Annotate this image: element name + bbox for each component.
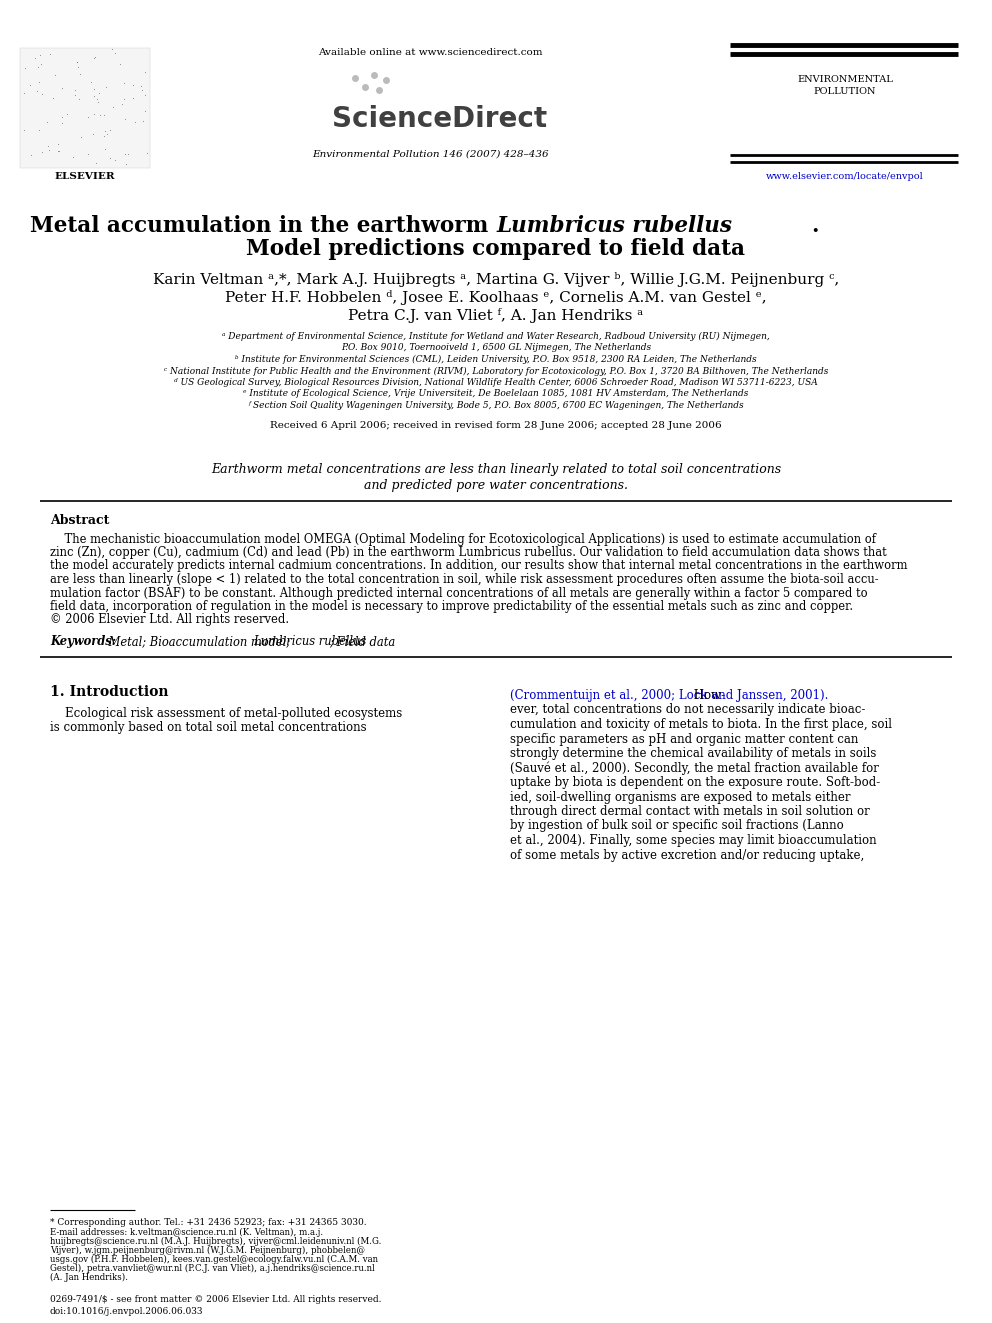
Text: P.O. Box 9010, Toernooiveld 1, 6500 GL Nijmegen, The Netherlands: P.O. Box 9010, Toernooiveld 1, 6500 GL N… [341, 344, 651, 352]
Text: © 2006 Elsevier Ltd. All rights reserved.: © 2006 Elsevier Ltd. All rights reserved… [50, 614, 289, 627]
Text: (Sauvé et al., 2000). Secondly, the metal fraction available for: (Sauvé et al., 2000). Secondly, the meta… [510, 762, 879, 775]
Text: Model predictions compared to field data: Model predictions compared to field data [246, 238, 746, 261]
Text: Gestel), petra.vanvliet@wur.nl (P.C.J. van Vliet), a.j.hendriks@science.ru.nl: Gestel), petra.vanvliet@wur.nl (P.C.J. v… [50, 1263, 375, 1273]
Text: doi:10.1016/j.envpol.2006.06.033: doi:10.1016/j.envpol.2006.06.033 [50, 1307, 203, 1316]
Text: the model accurately predicts internal cadmium concentrations. In addition, our : the model accurately predicts internal c… [50, 560, 908, 573]
Text: E-mail addresses: k.veltman@science.ru.nl (K. Veltman), m.a.j.: E-mail addresses: k.veltman@science.ru.n… [50, 1228, 323, 1237]
Text: Lumbricus rubellus: Lumbricus rubellus [497, 216, 733, 237]
Text: 1. Introduction: 1. Introduction [50, 685, 169, 699]
Text: and predicted pore water concentrations.: and predicted pore water concentrations. [364, 479, 628, 492]
Text: Ecological risk assessment of metal-polluted ecosystems: Ecological risk assessment of metal-poll… [50, 706, 402, 720]
Text: et al., 2004). Finally, some species may limit bioaccumulation: et al., 2004). Finally, some species may… [510, 833, 877, 847]
Text: field data, incorporation of regulation in the model is necessary to improve pre: field data, incorporation of regulation … [50, 601, 853, 613]
Text: ᵃ Department of Environmental Science, Institute for Wetland and Water Research,: ᵃ Department of Environmental Science, I… [222, 332, 770, 341]
Text: Metal accumulation in the earthworm: Metal accumulation in the earthworm [30, 216, 496, 237]
Text: specific parameters as pH and organic matter content can: specific parameters as pH and organic ma… [510, 733, 858, 745]
Text: of some metals by active excretion and/or reducing uptake,: of some metals by active excretion and/o… [510, 848, 864, 861]
Text: Petra C.J. van Vliet ᶠ, A. Jan Hendriks ᵃ: Petra C.J. van Vliet ᶠ, A. Jan Hendriks … [348, 308, 644, 323]
Text: zinc (Zn), copper (Cu), cadmium (Cd) and lead (Pb) in the earthworm Lumbricus ru: zinc (Zn), copper (Cu), cadmium (Cd) and… [50, 546, 887, 560]
Text: Earthworm metal concentrations are less than linearly related to total soil conc: Earthworm metal concentrations are less … [211, 463, 781, 475]
Text: Karin Veltman ᵃ,*, Mark A.J. Huijbregts ᵃ, Martina G. Vijver ᵇ, Willie J.G.M. Pe: Karin Veltman ᵃ,*, Mark A.J. Huijbregts … [153, 273, 839, 287]
Text: * Corresponding author. Tel.: +31 2436 52923; fax: +31 24365 3030.: * Corresponding author. Tel.: +31 2436 5… [50, 1218, 367, 1226]
Text: Peter H.F. Hobbelen ᵈ, Josee E. Koolhaas ᵉ, Cornelis A.M. van Gestel ᵉ,: Peter H.F. Hobbelen ᵈ, Josee E. Koolhaas… [225, 290, 767, 306]
Text: (A. Jan Hendriks).: (A. Jan Hendriks). [50, 1273, 128, 1282]
Text: huijbregts@science.ru.nl (M.A.J. Huijbregts), vijver@cml.leidenuniv.nl (M.G.: huijbregts@science.ru.nl (M.A.J. Huijbre… [50, 1237, 381, 1246]
Text: usgs.gov (P.H.F. Hobbelen), kees.van.gestel@ecology.falw.vu.nl (C.A.M. van: usgs.gov (P.H.F. Hobbelen), kees.van.ges… [50, 1256, 378, 1263]
Text: ᵈ US Geological Survey, Biological Resources Division, National Wildlife Health : ᵈ US Geological Survey, Biological Resou… [175, 378, 817, 388]
Text: (Crommentuijn et al., 2000; Lock and Janssen, 2001).: (Crommentuijn et al., 2000; Lock and Jan… [510, 689, 828, 703]
Text: ᵉ Institute of Ecological Science, Vrije Universiteit, De Boelelaan 1085, 1081 H: ᵉ Institute of Ecological Science, Vrije… [243, 389, 749, 398]
Text: ᵇ Institute for Environmental Sciences (CML), Leiden University, P.O. Box 9518, : ᵇ Institute for Environmental Sciences (… [235, 355, 757, 364]
Text: 0269-7491/$ - see front matter © 2006 Elsevier Ltd. All rights reserved.: 0269-7491/$ - see front matter © 2006 El… [50, 1295, 382, 1304]
Text: ever, total concentrations do not necessarily indicate bioac-: ever, total concentrations do not necess… [510, 704, 865, 717]
Text: uptake by biota is dependent on the exposure route. Soft-bod-: uptake by biota is dependent on the expo… [510, 777, 880, 789]
Text: The mechanistic bioaccumulation model OMEGA (Optimal Modeling for Ecotoxicologic: The mechanistic bioaccumulation model OM… [50, 532, 876, 545]
Text: by ingestion of bulk soil or specific soil fractions (Lanno: by ingestion of bulk soil or specific so… [510, 819, 844, 832]
Text: www.elsevier.com/locate/envpol: www.elsevier.com/locate/envpol [766, 172, 924, 181]
Text: ScienceDirect: ScienceDirect [332, 105, 548, 134]
Text: ENVIRONMENTAL
POLLUTION: ENVIRONMENTAL POLLUTION [797, 75, 893, 97]
Text: through direct dermal contact with metals in soil solution or: through direct dermal contact with metal… [510, 804, 870, 818]
Text: ELSEVIER: ELSEVIER [55, 172, 115, 181]
Text: Keywords:: Keywords: [50, 635, 116, 648]
Text: .: . [811, 216, 818, 237]
Bar [20, 48, 150, 168]
Text: ᶜ National Institute for Public Health and the Environment (RIVM), Laboratory fo: ᶜ National Institute for Public Health a… [164, 366, 828, 376]
Text: Environmental Pollution 146 (2007) 428–436: Environmental Pollution 146 (2007) 428–4… [311, 149, 549, 159]
Text: is commonly based on total soil metal concentrations: is commonly based on total soil metal co… [50, 721, 367, 734]
Text: Available online at www.sciencedirect.com: Available online at www.sciencedirect.co… [317, 48, 543, 57]
Text: ᶠ Section Soil Quality Wageningen University, Bode 5, P.O. Box 8005, 6700 EC Wag: ᶠ Section Soil Quality Wageningen Univer… [248, 401, 744, 410]
Text: Vijver), w.jgm.peijnenburg@rivm.nl (W.J.G.M. Peijnenburg), phobbelen@: Vijver), w.jgm.peijnenburg@rivm.nl (W.J.… [50, 1246, 365, 1256]
Text: Metal; Bioaccumulation model;: Metal; Bioaccumulation model; [105, 635, 294, 648]
Text: are less than linearly (slope < 1) related to the total concentration in soil, w: are less than linearly (slope < 1) relat… [50, 573, 879, 586]
Text: How-: How- [690, 689, 725, 703]
Text: Lumbricus rubellus: Lumbricus rubellus [253, 635, 366, 648]
Text: mulation factor (BSAF) to be constant. Although predicted internal concentration: mulation factor (BSAF) to be constant. A… [50, 586, 868, 599]
Text: cumulation and toxicity of metals to biota. In the first place, soil: cumulation and toxicity of metals to bio… [510, 718, 892, 732]
Text: ; Field data: ; Field data [329, 635, 395, 648]
Text: ied, soil-dwelling organisms are exposed to metals either: ied, soil-dwelling organisms are exposed… [510, 791, 850, 803]
Text: strongly determine the chemical availability of metals in soils: strongly determine the chemical availabi… [510, 747, 876, 759]
Text: Received 6 April 2006; received in revised form 28 June 2006; accepted 28 June 2: Received 6 April 2006; received in revis… [270, 421, 722, 430]
Text: Abstract: Abstract [50, 515, 109, 528]
